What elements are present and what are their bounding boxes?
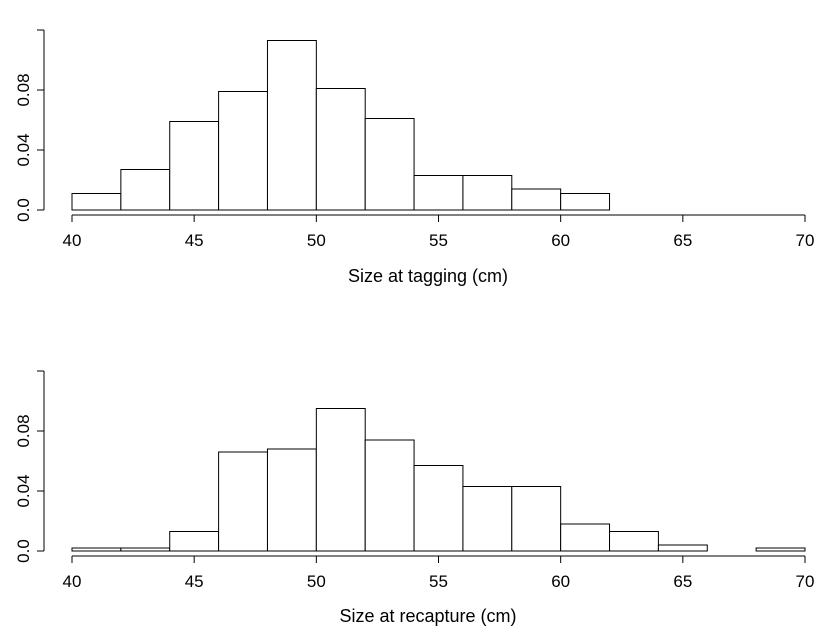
recapture-x-tick-label-4: 60 bbox=[551, 572, 570, 591]
tagging-x-tick-label-3: 55 bbox=[429, 231, 448, 250]
recapture-bar-0 bbox=[71, 547, 122, 552]
recapture-bar-7 bbox=[413, 465, 464, 552]
tagging-x-tick-label-2: 50 bbox=[307, 231, 326, 250]
recapture-x-tick-label-6: 70 bbox=[796, 572, 815, 591]
recapture-bar-4 bbox=[266, 448, 317, 552]
recapture-bar-5 bbox=[315, 408, 366, 552]
recapture-y-axis: 0.0 0.04 0.08 bbox=[14, 370, 45, 563]
tagging-bar-4 bbox=[266, 40, 317, 211]
tagging-bar-9 bbox=[511, 188, 562, 211]
recapture-histogram-panel: 40 45 50 55 60 65 70 0.0 0.04 0.08 Size at recap… bbox=[14, 370, 815, 626]
tagging-bar-6 bbox=[364, 118, 415, 211]
tagging-bar-10 bbox=[560, 193, 611, 211]
recapture-y-tick-label-2: 0.08 bbox=[14, 414, 33, 447]
recapture-y-tick-label-0: 0.0 bbox=[14, 539, 33, 563]
tagging-y-tick-label-0: 0.0 bbox=[14, 198, 33, 222]
tagging-bar-1 bbox=[120, 169, 171, 211]
recapture-bar-6 bbox=[364, 439, 415, 552]
tagging-bar-5 bbox=[315, 88, 366, 211]
recapture-bar-9 bbox=[511, 486, 562, 552]
recapture-bar-10 bbox=[560, 523, 611, 552]
recapture-y-tick-label-1: 0.04 bbox=[14, 474, 33, 507]
tagging-x-axis-title: Size at tagging (cm) bbox=[348, 266, 508, 286]
tagging-bar-8 bbox=[462, 175, 513, 211]
recapture-x-axis-title: Size at recapture (cm) bbox=[339, 606, 516, 626]
recapture-x-tick-label-0: 40 bbox=[63, 572, 82, 591]
recapture-bar-1 bbox=[120, 547, 171, 552]
tagging-x-tick-label-6: 70 bbox=[796, 231, 815, 250]
tagging-x-tick-label-1: 45 bbox=[185, 231, 204, 250]
tagging-y-tick-label-2: 0.08 bbox=[14, 73, 33, 106]
recapture-bar-12 bbox=[657, 544, 708, 552]
tagging-y-axis: 0.0 0.04 0.08 bbox=[14, 29, 45, 222]
tagging-y-tick-label-1: 0.04 bbox=[14, 133, 33, 166]
recapture-bar-14 bbox=[755, 547, 806, 552]
tagging-bar-2 bbox=[169, 121, 220, 211]
tagging-x-tick-label-4: 60 bbox=[551, 231, 570, 250]
recapture-x-axis: 40 45 50 55 60 65 70 bbox=[63, 555, 815, 591]
tagging-x-axis: 40 45 50 55 60 65 70 bbox=[63, 214, 815, 250]
recapture-x-tick-label-2: 50 bbox=[307, 572, 326, 591]
recapture-bar-3 bbox=[218, 451, 268, 552]
tagging-bar-0 bbox=[71, 193, 122, 211]
recapture-bar-2 bbox=[169, 531, 220, 552]
tagging-x-tick-label-0: 40 bbox=[63, 231, 82, 250]
recapture-bar-8 bbox=[462, 486, 513, 552]
recapture-x-tick-label-5: 65 bbox=[673, 572, 692, 591]
tagging-x-tick-label-5: 65 bbox=[673, 231, 692, 250]
tagging-bar-3 bbox=[218, 91, 268, 211]
tagging-histogram-panel: 40 45 50 55 60 65 70 0.0 0.04 0.08 Size at taggi… bbox=[14, 29, 815, 286]
recapture-bar-11 bbox=[609, 531, 659, 552]
recapture-x-tick-label-1: 45 bbox=[185, 572, 204, 591]
recapture-histogram-bars bbox=[71, 408, 806, 552]
tagging-bar-7 bbox=[413, 175, 464, 211]
recapture-x-tick-label-3: 55 bbox=[429, 572, 448, 591]
tagging-histogram-bars bbox=[71, 40, 611, 211]
